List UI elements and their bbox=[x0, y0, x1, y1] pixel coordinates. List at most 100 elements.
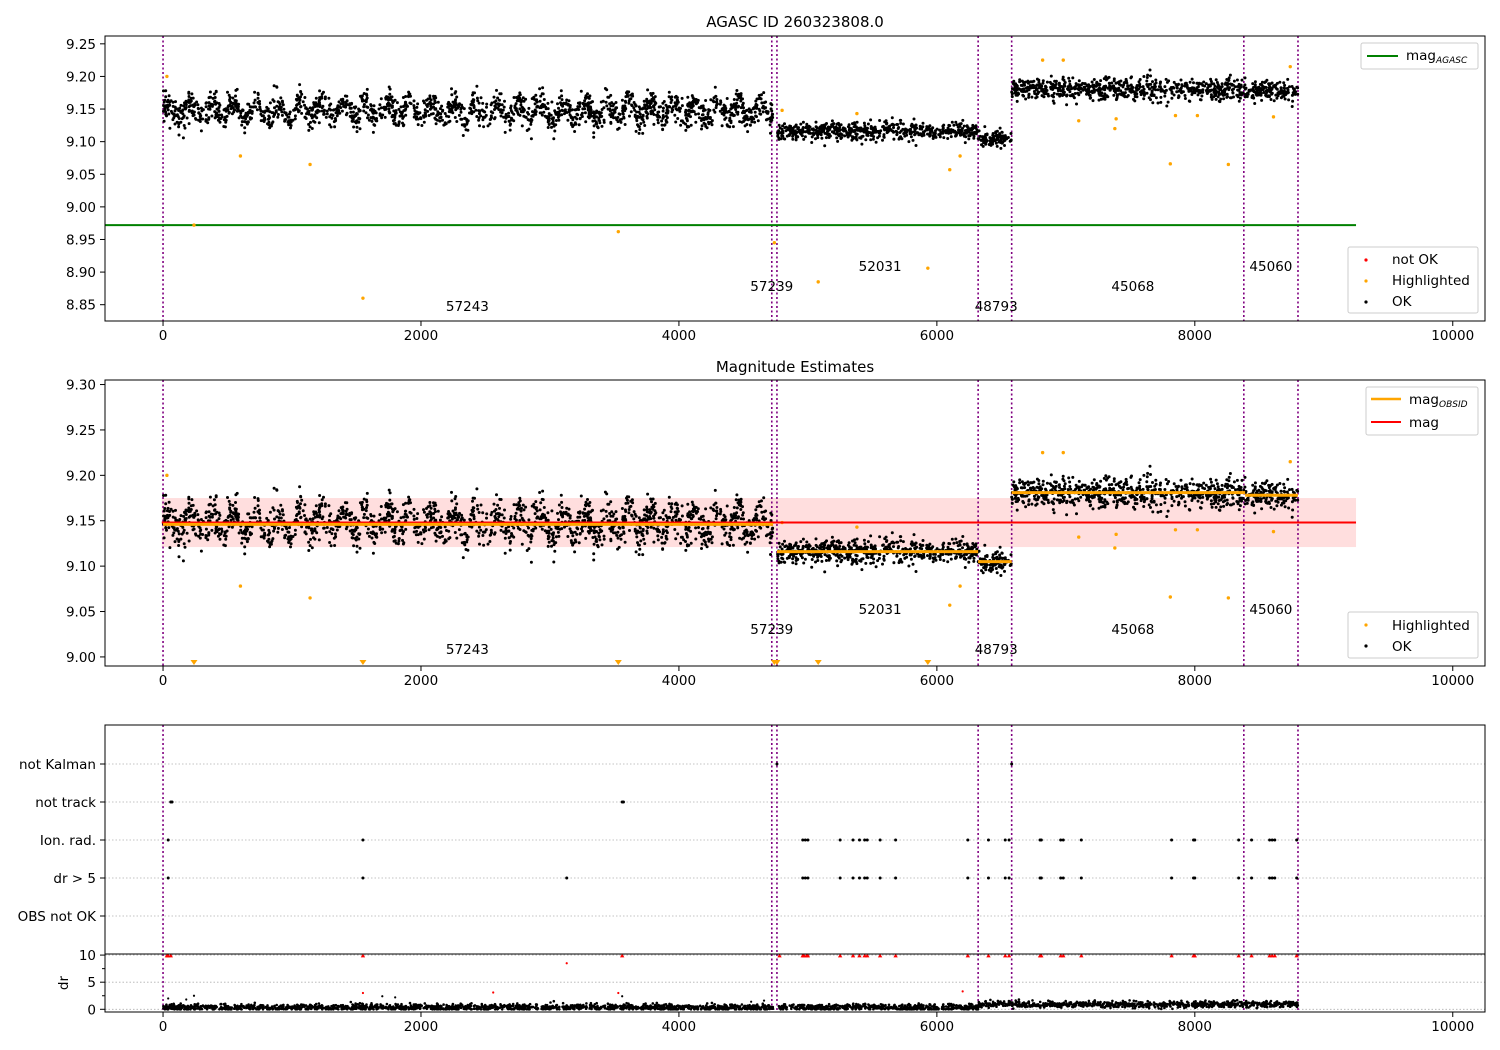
y-tick-label: 8.95 bbox=[66, 232, 96, 248]
y-tick-label: 9.05 bbox=[66, 605, 96, 621]
legend-label-not-ok: not OK bbox=[1392, 252, 1439, 268]
flag-point bbox=[1237, 876, 1241, 880]
flag-point bbox=[1273, 838, 1277, 842]
highlighted-point bbox=[1288, 460, 1292, 464]
panel1-frame bbox=[104, 35, 1486, 322]
highlighted-point bbox=[165, 473, 169, 478]
panel2-title: Magnitude Estimates bbox=[716, 358, 874, 376]
flag-point bbox=[1007, 876, 1011, 880]
dr-outlier bbox=[565, 962, 568, 965]
y-tick-label: 9.00 bbox=[66, 200, 96, 216]
flag-point bbox=[806, 876, 810, 880]
flag-point bbox=[857, 838, 861, 842]
flag-point bbox=[361, 876, 365, 880]
highlighted-point bbox=[958, 584, 962, 588]
x-tick-label: 4000 bbox=[662, 673, 696, 689]
dr-outlier bbox=[381, 995, 384, 998]
highlighted-point bbox=[772, 241, 777, 245]
dr-outlier bbox=[762, 999, 766, 1002]
y-tick-label: 5 bbox=[87, 975, 96, 991]
flag-point bbox=[803, 838, 807, 842]
flag-point bbox=[1039, 876, 1043, 880]
highlighted-point bbox=[1040, 450, 1045, 455]
legend-label-mag-obsid: magOBSID bbox=[1409, 392, 1468, 410]
highlighted-point bbox=[1077, 535, 1081, 539]
flag-category-label: not track bbox=[35, 795, 96, 811]
x-tick-label: 4000 bbox=[662, 1019, 696, 1035]
flag-point bbox=[865, 838, 869, 842]
highlighted-point bbox=[948, 167, 952, 172]
highlighted-point bbox=[855, 111, 859, 116]
dr-outlier bbox=[961, 990, 964, 993]
obsid-label: 57243 bbox=[446, 642, 489, 658]
flag-point bbox=[801, 876, 805, 880]
flag-point bbox=[1268, 876, 1272, 880]
dr-clipped-marker bbox=[986, 953, 991, 958]
flag-point bbox=[1237, 838, 1241, 842]
flag-point bbox=[863, 838, 867, 842]
y-tick-label: 9.25 bbox=[66, 423, 96, 439]
dr-clipped-marker bbox=[1192, 953, 1198, 958]
flag-point bbox=[986, 838, 990, 842]
below-range-marker bbox=[924, 660, 932, 665]
dr-clipped-marker bbox=[893, 953, 898, 958]
flag-point bbox=[838, 876, 842, 880]
flag-point bbox=[1193, 876, 1197, 880]
y-tick-label: 8.90 bbox=[66, 265, 96, 281]
highlighted-point bbox=[780, 108, 784, 113]
x-tick-label: 6000 bbox=[920, 328, 954, 344]
legend-swatch-not-ok bbox=[1364, 258, 1368, 262]
dr-clipped-marker bbox=[1006, 953, 1012, 958]
x-tick-label: 0 bbox=[159, 1019, 168, 1035]
dr-clipped-marker bbox=[1294, 953, 1299, 958]
dr-clipped-marker bbox=[1061, 953, 1066, 958]
y-tick-label: 9.25 bbox=[66, 37, 96, 53]
obsid-label: 57243 bbox=[446, 299, 489, 315]
y-tick-label: 9.15 bbox=[66, 102, 96, 118]
highlighted-point bbox=[616, 229, 621, 234]
flag-point bbox=[1250, 876, 1254, 880]
flag-point bbox=[838, 838, 842, 842]
below-range-marker bbox=[773, 660, 781, 665]
x-tick-label: 2000 bbox=[404, 328, 438, 344]
dr-outlier bbox=[621, 995, 624, 998]
legend-box bbox=[1360, 42, 1479, 70]
dr-clipped-marker bbox=[1079, 953, 1084, 958]
panel2-legend-bottom: Highlighted OK bbox=[1347, 611, 1479, 659]
flag-category-label: OBS not OK bbox=[18, 909, 98, 925]
flag-point bbox=[1273, 876, 1277, 880]
obsid-label: 45060 bbox=[1249, 602, 1292, 618]
flag-point bbox=[894, 876, 898, 880]
highlighted-point bbox=[1061, 58, 1065, 62]
flag-point bbox=[986, 876, 990, 880]
x-tick-label: 2000 bbox=[404, 1019, 438, 1035]
dr-outlier bbox=[394, 996, 397, 999]
flag-point bbox=[806, 838, 810, 842]
dr-ylabel: dr bbox=[56, 975, 72, 990]
dr-outlier bbox=[750, 1000, 753, 1003]
dr-clipped-marker bbox=[965, 953, 971, 958]
flag-point bbox=[801, 838, 805, 842]
x-tick-label: 8000 bbox=[1178, 1019, 1212, 1035]
highlighted-point bbox=[238, 154, 243, 158]
dr-clipped-marker bbox=[360, 953, 366, 958]
panel1-legend-top: magAGASC bbox=[1360, 42, 1479, 70]
legend-swatch-ok bbox=[1364, 300, 1368, 304]
flag-point bbox=[894, 838, 898, 842]
highlighted-point bbox=[308, 596, 312, 600]
highlighted-point bbox=[1168, 162, 1173, 166]
flag-point bbox=[1193, 838, 1197, 842]
flag-point bbox=[1270, 838, 1274, 842]
flags-frame bbox=[104, 724, 1486, 955]
highlighted-point bbox=[165, 74, 169, 79]
x-tick-label: 6000 bbox=[920, 673, 954, 689]
flag-point bbox=[1003, 876, 1007, 880]
highlighted-point bbox=[1168, 595, 1173, 599]
x-tick-label: 8000 bbox=[1178, 673, 1212, 689]
flag-point bbox=[1170, 838, 1174, 842]
dr-clipped-marker bbox=[1039, 953, 1044, 958]
highlighted-point bbox=[192, 223, 196, 227]
dr-outlier bbox=[492, 991, 495, 994]
y-tick-label: 0 bbox=[87, 1002, 96, 1018]
flag-point bbox=[170, 800, 174, 804]
